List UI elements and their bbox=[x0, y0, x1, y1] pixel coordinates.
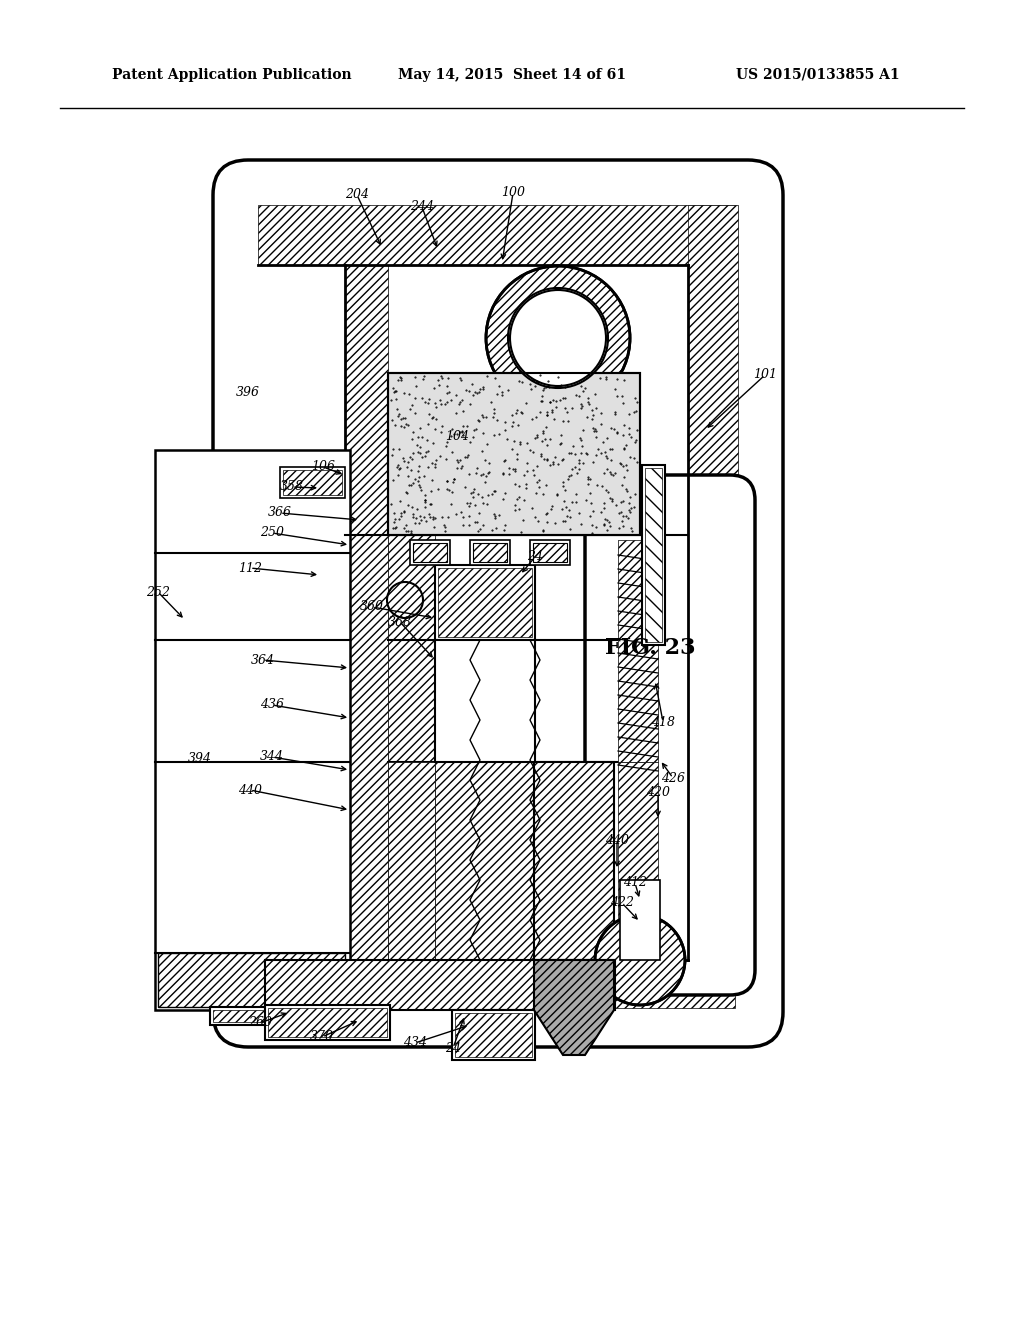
Text: 366: 366 bbox=[268, 507, 292, 520]
Text: 422: 422 bbox=[610, 896, 634, 909]
Bar bbox=[213, 1010, 292, 1022]
Text: 412: 412 bbox=[623, 876, 647, 890]
Text: 360: 360 bbox=[360, 601, 384, 614]
Text: 440: 440 bbox=[238, 784, 262, 796]
Text: 101: 101 bbox=[753, 368, 777, 381]
FancyBboxPatch shape bbox=[585, 475, 755, 995]
Bar bbox=[210, 1007, 295, 1026]
Text: 420: 420 bbox=[646, 787, 670, 800]
Text: 358: 358 bbox=[280, 480, 304, 494]
Text: FIG. 23: FIG. 23 bbox=[605, 638, 695, 659]
Circle shape bbox=[510, 290, 606, 385]
Bar bbox=[620, 880, 660, 960]
Bar bbox=[438, 568, 532, 638]
Bar bbox=[410, 540, 450, 565]
Bar bbox=[265, 1005, 390, 1040]
Bar bbox=[155, 450, 350, 1010]
Circle shape bbox=[510, 290, 606, 385]
Bar bbox=[534, 762, 614, 960]
Text: 436: 436 bbox=[260, 698, 284, 711]
Text: 260: 260 bbox=[248, 1016, 272, 1030]
Text: Patent Application Publication: Patent Application Publication bbox=[112, 69, 351, 82]
Bar bbox=[435, 762, 535, 960]
Bar bbox=[688, 205, 738, 960]
Circle shape bbox=[508, 288, 608, 388]
Text: 426: 426 bbox=[662, 771, 685, 784]
Bar bbox=[435, 640, 535, 762]
Bar bbox=[642, 465, 665, 645]
Bar bbox=[388, 374, 640, 535]
Text: 204: 204 bbox=[345, 189, 369, 202]
Circle shape bbox=[387, 582, 423, 618]
Polygon shape bbox=[534, 960, 614, 1055]
Bar bbox=[413, 543, 447, 562]
Text: 364: 364 bbox=[251, 653, 275, 667]
FancyBboxPatch shape bbox=[213, 160, 783, 1047]
Circle shape bbox=[486, 267, 630, 411]
Text: 244: 244 bbox=[410, 201, 434, 214]
Text: 440: 440 bbox=[605, 833, 629, 846]
Text: 24: 24 bbox=[445, 1041, 461, 1055]
Text: 396: 396 bbox=[236, 387, 260, 400]
Text: 434: 434 bbox=[403, 1036, 427, 1049]
Bar bbox=[388, 535, 435, 960]
Text: 112: 112 bbox=[238, 561, 262, 574]
Bar bbox=[618, 762, 658, 960]
Circle shape bbox=[595, 915, 685, 1005]
Bar bbox=[388, 374, 640, 535]
Bar bbox=[470, 540, 510, 565]
Bar bbox=[452, 1010, 535, 1060]
Bar bbox=[258, 205, 735, 265]
Text: 368: 368 bbox=[388, 615, 412, 628]
Bar bbox=[388, 762, 435, 960]
Bar bbox=[268, 1008, 387, 1038]
Bar bbox=[455, 1012, 532, 1057]
Text: 250: 250 bbox=[260, 527, 284, 540]
Bar bbox=[618, 540, 658, 762]
Bar bbox=[530, 540, 570, 565]
Bar bbox=[534, 543, 567, 562]
Text: 24: 24 bbox=[527, 550, 543, 564]
Text: US 2015/0133855 A1: US 2015/0133855 A1 bbox=[736, 69, 900, 82]
Text: 418: 418 bbox=[651, 715, 675, 729]
Text: 252: 252 bbox=[146, 586, 170, 598]
Text: May 14, 2015  Sheet 14 of 61: May 14, 2015 Sheet 14 of 61 bbox=[398, 69, 626, 82]
Text: 394: 394 bbox=[188, 751, 212, 764]
Bar bbox=[645, 469, 662, 642]
Bar bbox=[435, 565, 535, 640]
Bar bbox=[265, 960, 615, 1010]
Bar bbox=[158, 953, 345, 1007]
Text: 100: 100 bbox=[501, 186, 525, 199]
Bar bbox=[283, 470, 342, 495]
Bar bbox=[473, 543, 507, 562]
Text: 370: 370 bbox=[310, 1031, 334, 1044]
Bar bbox=[280, 467, 345, 498]
Text: 104: 104 bbox=[445, 430, 469, 444]
Text: 344: 344 bbox=[260, 751, 284, 763]
Bar bbox=[345, 265, 388, 960]
Bar bbox=[258, 960, 735, 1008]
Text: 106: 106 bbox=[311, 461, 335, 474]
